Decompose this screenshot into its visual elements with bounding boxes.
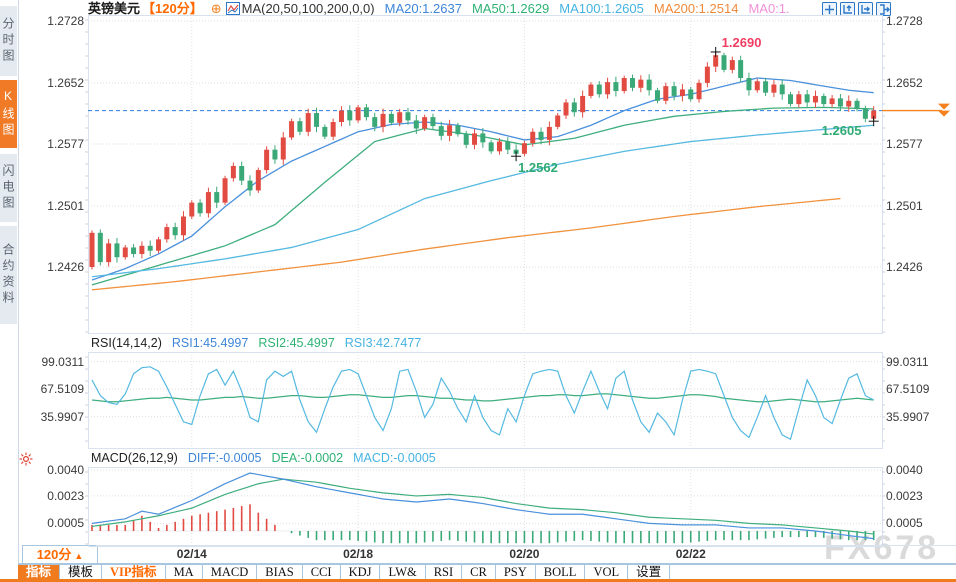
dea-line [91,478,874,535]
add-indicator-icon[interactable]: ⊕ [210,1,222,16]
rsi-value-label: RSI1:45.4997 [171,336,249,350]
indicator-tab-10[interactable]: RSI [426,565,463,581]
rsi-value-label: RSI2:45.4997 [258,336,335,350]
ma-values: MA20:1.2637 MA50:1.2629 MA100:1.2605 MA200:… [375,1,790,16]
indicator-tab-12[interactable]: PSY [496,565,536,581]
indicator-tabbar: 指标 模板 VIP指标 MA MACD BIAS CCI KDJ LW& RSI CR PSY BOLL… [18,564,956,581]
macd-value-label: DEA:-0.0002 [271,451,344,465]
indicator-tab-13[interactable]: BOLL [536,565,586,581]
sidebar-tab-4[interactable]: 合约资料 [0,226,17,324]
indicator-tab-4[interactable]: MA [166,565,203,581]
crosshair-icon[interactable] [822,2,837,17]
ma-value-label: MA50:1.2629 [471,1,550,16]
rsi-title: RSI(14,14,2) [91,336,162,350]
indicator-tab-15[interactable]: 设置 [628,565,671,581]
sidebar-tab-1[interactable]: 分时图 [0,6,17,76]
period-button[interactable]: 120分 ▲ [22,545,98,565]
sun-icon[interactable] [19,452,33,471]
rsi1-line [91,366,874,441]
x-axis-scale-icon[interactable] [858,2,873,17]
indicator-tab-1[interactable]: 指标 [18,565,61,581]
indicator-tab-7[interactable]: CCI [303,565,341,581]
indicator-tab-14[interactable]: VOL [585,565,629,581]
ma-line-ma100 [91,124,874,278]
export-icon[interactable] [876,2,891,17]
macd-header: MACD(26,12,9) DIFF:-0.0005 DEA:-0.0002 MACD… [91,451,436,465]
indicator-tab-8[interactable]: KDJ [341,565,381,581]
rsi2-line [91,393,874,403]
rsi-value-label: RSI3:42.7477 [344,336,422,350]
indicator-tab-9[interactable]: LW& [380,565,426,581]
period-label: 【120分】 [142,1,203,16]
y-axis-scale-icon[interactable] [840,2,855,17]
ma-line-ma200 [91,197,841,291]
chart-toolbar [822,2,891,17]
tabbar-accent-line [0,579,956,582]
macd-value-label: MACD:-0.0005 [353,451,436,465]
macd-values: DIFF:-0.0005 DEA:-0.0002 MACD:-0.0005 [178,451,436,465]
rsi-header: RSI(14,14,2) RSI1:45.4997 RSI2:45.4997 RSI3… [91,336,421,350]
ma-line-ma20 [91,77,874,281]
indicator-tab-5[interactable]: MACD [203,565,258,581]
indicator-tab-6[interactable]: BIAS [257,565,303,581]
macd-value-label: DIFF:-0.0005 [187,451,262,465]
up-arrow-icon: ▲ [74,551,84,561]
chart-type-sidebar: 分时图 K线图闪电图合约资料 [0,0,19,582]
sidebar-tab-2[interactable]: K线图 [0,80,17,148]
period-button-label: 120分 [36,547,72,562]
macd-title: MACD(26,12,9) [91,451,178,465]
ma-chart-icon [225,1,240,16]
ma-value-label: MA20:1.2637 [384,1,462,16]
diff-line [91,472,874,540]
symbol-title: 英镑美元 [88,1,141,16]
ma-value-label: MA100:1.2605 [559,1,644,16]
rsi-values: RSI1:45.4997 RSI2:45.4997 RSI3:42.7477 [162,336,421,350]
indicator-tab-2[interactable]: 模板 [60,565,103,581]
sidebar-tab-3[interactable]: 闪电图 [0,154,17,222]
indicator-tab-3[interactable]: VIP指标 [102,565,166,581]
indicator-tab-11[interactable]: CR [462,565,496,581]
ma-value-label: MA0:1. [748,1,790,16]
ma-settings-label: MA(20,50,100,200,0,0) [241,1,375,16]
ma-value-label: MA200:1.2514 [653,1,739,16]
chart-header: 英镑美元 【120分】 ⊕ MA(20,50,100,200,0,0) MA20:1.2… [88,1,790,17]
